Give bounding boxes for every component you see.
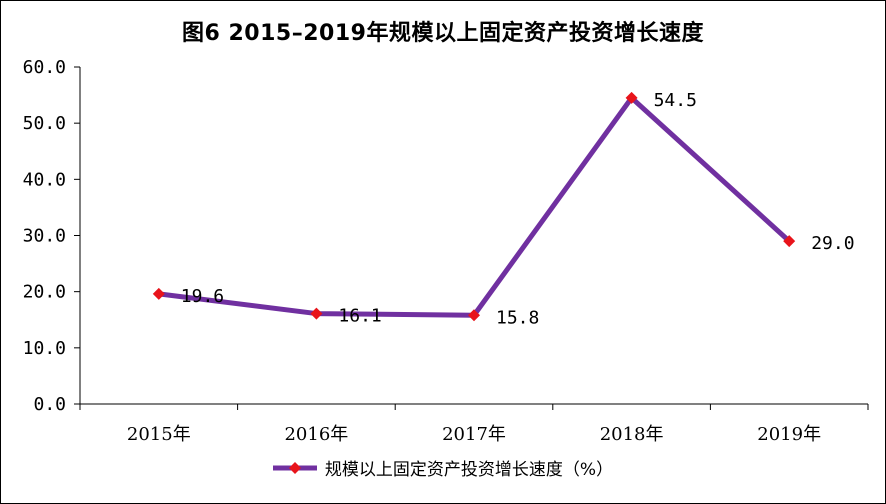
chart-title: 图6 2015–2019年规模以上固定资产投资增长速度 <box>182 21 704 46</box>
y-tick-label: 0.0 <box>33 394 66 415</box>
data-label: 19.6 <box>181 286 224 307</box>
series-line <box>156 95 792 318</box>
x-tick-label: 2016年 <box>284 424 348 445</box>
x-tick-label: 2015年 <box>127 424 191 445</box>
x-axis-ticks: 2015年 2016年 2017年 2018年 2019年 <box>79 404 869 445</box>
legend: 规模以上固定资产投资增长速度（%） <box>1 455 885 480</box>
y-tick-label: 30.0 <box>23 226 66 247</box>
data-point-marker <box>310 307 323 320</box>
y-tick-label: 60.0 <box>23 57 66 78</box>
data-point-marker <box>152 287 165 300</box>
data-point-marker <box>468 309 480 322</box>
legend-label: 规模以上固定资产投资增长速度（%） <box>324 460 614 480</box>
x-tick-label: 2018年 <box>600 424 664 445</box>
data-labels-group: 19.6 16.1 15.8 54.5 29.0 <box>181 90 855 328</box>
data-label: 16.1 <box>338 306 381 327</box>
data-label: 15.8 <box>496 307 539 328</box>
data-label: 54.5 <box>654 90 697 111</box>
y-tick-label: 50.0 <box>23 113 66 134</box>
y-tick-label: 40.0 <box>23 169 66 190</box>
data-point-marker <box>783 235 796 248</box>
x-tick-label: 2017年 <box>442 424 506 445</box>
y-tick-label: 10.0 <box>23 338 66 359</box>
y-axis-ticks: 0.0 10.0 20.0 30.0 40.0 50.0 60.0 <box>23 57 80 415</box>
x-tick-label: 2019年 <box>757 424 821 445</box>
series-group <box>152 91 796 322</box>
y-tick-label: 20.0 <box>23 282 66 303</box>
axes <box>79 67 868 405</box>
data-point-marker <box>625 91 638 104</box>
data-label: 29.0 <box>811 233 854 254</box>
legend-swatch <box>272 461 317 474</box>
